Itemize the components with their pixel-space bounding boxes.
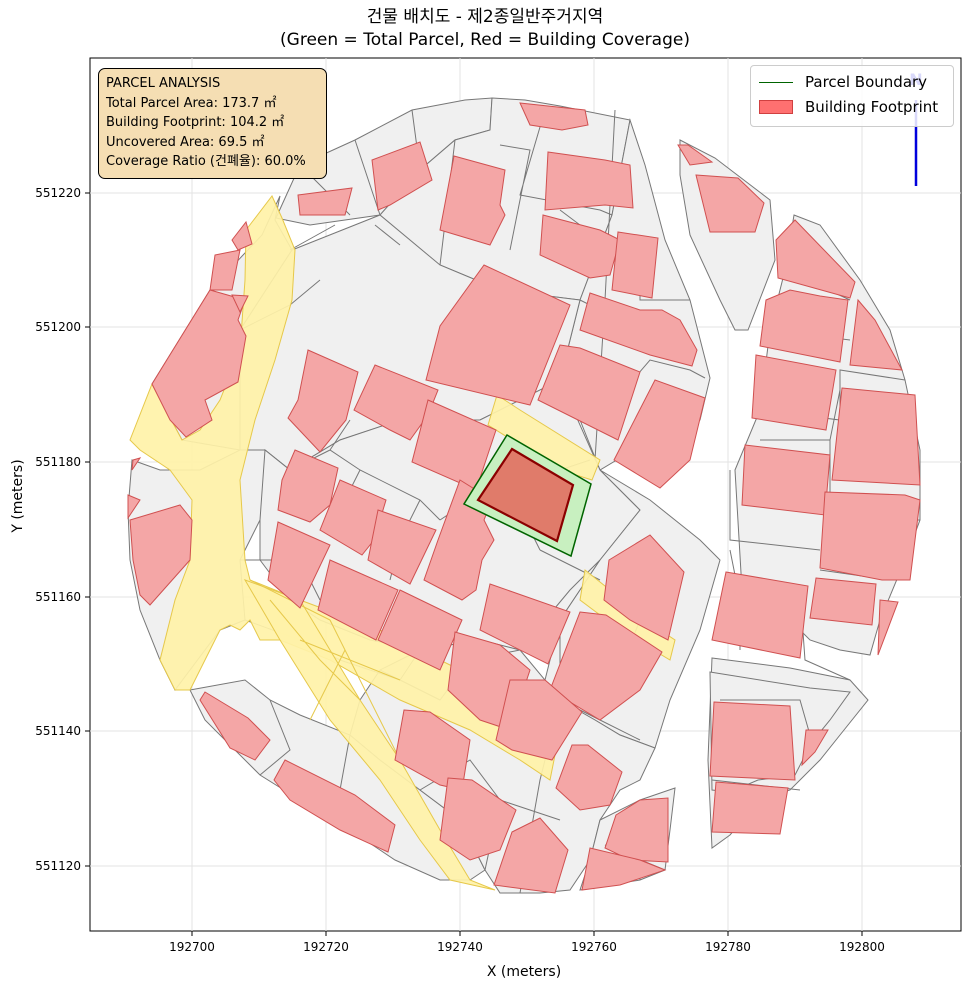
building-footprint bbox=[604, 797, 669, 863]
building-footprint bbox=[439, 155, 506, 246]
parcel-block bbox=[189, 679, 486, 881]
building-footprint bbox=[613, 379, 706, 489]
building-footprint bbox=[711, 571, 809, 659]
building-footprint bbox=[877, 599, 899, 656]
building-footprint bbox=[831, 387, 921, 486]
x-tick-label: 192740 bbox=[437, 940, 483, 954]
building-footprint bbox=[709, 701, 796, 781]
building-footprint bbox=[581, 847, 667, 891]
building-footprint bbox=[711, 781, 789, 835]
building-footprint bbox=[367, 509, 437, 585]
y-tick-label: 551120 bbox=[35, 859, 81, 873]
title-line-1: 건물 배치도 - 제2종일반주거지역 bbox=[366, 7, 604, 27]
building-footprint bbox=[544, 151, 634, 211]
x-tick-labels: 192700 192720 192740 192760 192780 19280… bbox=[169, 940, 885, 954]
tick-marks bbox=[85, 192, 863, 936]
building-footprint bbox=[267, 521, 331, 609]
building-footprint bbox=[317, 559, 399, 641]
legend: Parcel Boundary Building Footprint bbox=[750, 65, 954, 127]
building-footprint bbox=[695, 174, 765, 233]
building-footprint bbox=[809, 577, 877, 626]
building-patch-swatch bbox=[759, 100, 793, 114]
y-tick-label: 551160 bbox=[35, 590, 81, 604]
building-footprint bbox=[439, 777, 517, 861]
legend-item-parcel: Parcel Boundary bbox=[759, 71, 927, 93]
building-footprint bbox=[209, 249, 241, 291]
y-tick-label: 551200 bbox=[35, 320, 81, 334]
building-footprint bbox=[519, 102, 589, 131]
building-footprint bbox=[849, 298, 903, 371]
building-footprint bbox=[127, 494, 141, 520]
footprint-text: Building Footprint: 104.2 ㎡ bbox=[106, 115, 285, 130]
figure-title: 건물 배치도 - 제2종일반주거지역 (Green = Total Parcel… bbox=[0, 6, 970, 52]
y-tick-label: 551220 bbox=[35, 186, 81, 200]
building-footprint bbox=[277, 449, 339, 523]
x-tick-label: 192800 bbox=[839, 940, 885, 954]
coverage-ratio-text: Coverage Ratio (건폐율): 60.0% bbox=[106, 154, 306, 169]
parcel-analysis-box: PARCEL ANALYSIS Total Parcel Area: 173.7… bbox=[98, 68, 327, 179]
building-footprint bbox=[353, 364, 439, 441]
legend-parcel-label: Parcel Boundary bbox=[805, 73, 928, 91]
building-footprint bbox=[555, 744, 623, 811]
parcel-line-swatch bbox=[759, 81, 793, 83]
x-tick-label: 192720 bbox=[303, 940, 349, 954]
y-tick-label: 551180 bbox=[35, 455, 81, 469]
building-footprint bbox=[495, 679, 583, 761]
uncovered-text: Uncovered Area: 69.5 ㎡ bbox=[106, 134, 265, 150]
building-footprint bbox=[611, 231, 659, 299]
building-footprint bbox=[677, 144, 714, 166]
building-footprint bbox=[759, 289, 849, 363]
building-footprint bbox=[273, 759, 396, 853]
analysis-heading: PARCEL ANALYSIS bbox=[106, 76, 221, 91]
building-footprint bbox=[603, 534, 685, 641]
x-tick-label: 192760 bbox=[571, 940, 617, 954]
building-footprint bbox=[479, 583, 571, 665]
total-area-text: Total Parcel Area: 173.7 ㎡ bbox=[106, 95, 277, 111]
building-footprint bbox=[539, 214, 621, 279]
building-footprint bbox=[775, 219, 856, 299]
road-branch bbox=[243, 579, 496, 891]
x-tick-label: 192780 bbox=[705, 940, 751, 954]
building-footprint bbox=[425, 264, 571, 406]
building-footprint bbox=[801, 729, 829, 767]
building-footprint bbox=[377, 589, 463, 671]
building-footprint bbox=[493, 817, 569, 894]
building-layer bbox=[127, 102, 921, 894]
y-tick-labels: 551220 551200 551180 551160 551140 55112… bbox=[35, 186, 81, 873]
title-line-2: (Green = Total Parcel, Red = Building Co… bbox=[280, 30, 690, 50]
legend-building-label: Building Footprint bbox=[805, 98, 939, 116]
building-footprint bbox=[297, 187, 353, 216]
building-footprint bbox=[129, 504, 193, 606]
legend-item-building: Building Footprint bbox=[759, 96, 938, 118]
building-footprint bbox=[819, 491, 921, 581]
building-footprint bbox=[537, 344, 641, 441]
x-axis-label: X (meters) bbox=[487, 964, 561, 980]
building-footprint bbox=[131, 457, 142, 471]
road-segment bbox=[487, 394, 601, 481]
building-footprint bbox=[741, 444, 831, 516]
x-tick-label: 192700 bbox=[169, 940, 215, 954]
target-building[interactable] bbox=[476, 447, 575, 543]
building-footprint bbox=[199, 691, 271, 761]
building-footprint bbox=[231, 220, 253, 251]
building-footprint bbox=[371, 141, 433, 211]
building-footprint bbox=[287, 349, 359, 453]
building-footprint bbox=[231, 294, 249, 314]
building-footprint bbox=[319, 479, 387, 556]
y-tick-label: 551140 bbox=[35, 724, 81, 738]
y-axis-label: Y (meters) bbox=[10, 459, 26, 533]
road-lines bbox=[249, 579, 401, 761]
building-footprint bbox=[751, 354, 837, 431]
building-footprint bbox=[579, 292, 698, 367]
